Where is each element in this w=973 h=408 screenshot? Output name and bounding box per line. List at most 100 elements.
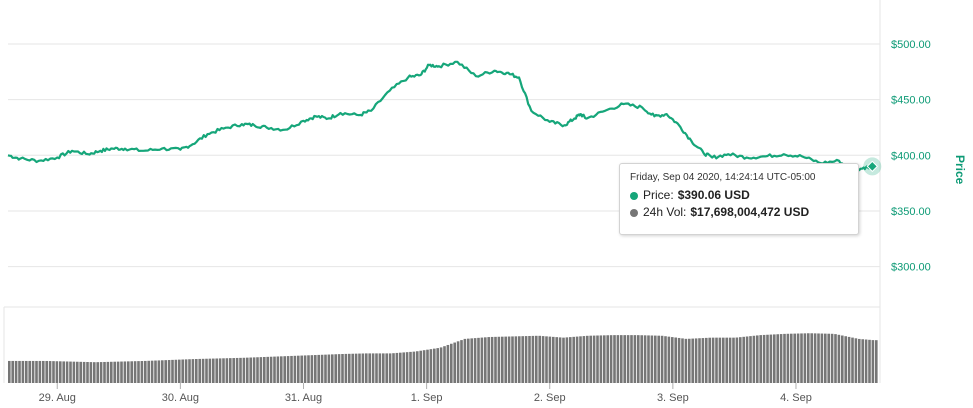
volume-bar (320, 354, 324, 383)
volume-bar (518, 336, 521, 383)
volume-bar (708, 337, 711, 383)
volume-bar (813, 333, 817, 383)
volume-bar (844, 336, 847, 383)
volume-bar (450, 343, 453, 383)
volume-bar (596, 335, 599, 383)
volume-bar (830, 333, 834, 383)
volume-bars (8, 333, 878, 383)
volume-bar (589, 335, 592, 383)
volume-bar (300, 355, 303, 383)
volume-bar (344, 353, 348, 383)
volume-bar (436, 348, 439, 383)
volume-bar (38, 360, 42, 383)
volume-bar (378, 353, 382, 383)
volume-bar (62, 361, 65, 383)
volume-bar (351, 353, 354, 383)
volume-bar (293, 355, 297, 383)
volume-bar (688, 338, 691, 383)
volume-bar (14, 360, 18, 383)
volume-bar (164, 360, 167, 383)
volume-bar (130, 361, 133, 383)
volume-bar (603, 335, 606, 383)
volume-bar (834, 334, 837, 383)
volume-bar (208, 358, 212, 383)
volume-bar (256, 357, 259, 383)
volume-bar (140, 361, 144, 383)
volume-bar (259, 357, 263, 383)
volume-bar (507, 336, 511, 383)
volume-bar (86, 362, 89, 383)
volume-bar (18, 360, 21, 383)
volume-bar (232, 358, 235, 383)
volume-bar (45, 360, 48, 383)
volume-bar (405, 352, 409, 383)
y-tick-label: $500.00 (891, 39, 931, 51)
volume-bar (851, 337, 854, 383)
volume-bar (667, 336, 671, 383)
x-tick-label: 2. Sep (534, 392, 566, 404)
volume-bar (412, 351, 416, 383)
volume-bar (473, 338, 477, 383)
volume-bar (558, 337, 562, 383)
volume-bar (773, 334, 776, 383)
volume-bar (276, 356, 280, 383)
volume-bar (55, 361, 59, 383)
volume-bar (718, 337, 722, 383)
volume-bar (531, 335, 535, 383)
volume-bar (735, 337, 739, 383)
volume-bar (745, 336, 749, 383)
volume-bar (52, 361, 55, 383)
volume-bar (212, 358, 215, 383)
volume-bar (201, 358, 205, 383)
volume-bar (827, 333, 830, 383)
volume-bar (837, 334, 841, 383)
volume-bar (106, 361, 110, 383)
volume-bar (334, 354, 337, 383)
volume-bar (368, 353, 371, 383)
volume-bar (184, 359, 188, 383)
volume-bar (120, 361, 123, 383)
volume-bar (807, 333, 810, 383)
volume-bar (419, 350, 422, 383)
volume-bar (8, 360, 11, 383)
volume-bar (225, 358, 229, 383)
volume-bar (484, 337, 487, 383)
y-axis-label: Price (953, 155, 967, 185)
volume-bar (575, 336, 579, 383)
volume-bar (871, 340, 875, 383)
volume-bar (358, 353, 361, 383)
volume-bar (671, 337, 674, 383)
volume-bar (246, 357, 249, 383)
volume-bar (793, 333, 796, 383)
volume-bar (409, 351, 412, 383)
volume-bar (426, 349, 429, 383)
volume-bar (375, 353, 378, 383)
volume-bar (847, 336, 851, 383)
volume-bar (766, 334, 769, 383)
volume-bar (569, 337, 572, 383)
volume-bar (443, 346, 446, 383)
volume-bar (824, 333, 827, 383)
volume-bar (732, 337, 735, 383)
volume-bar (317, 354, 320, 383)
volume-bar (65, 361, 69, 383)
volume-bar (841, 335, 844, 383)
volume-bar (739, 337, 742, 383)
volume-bar (103, 361, 106, 383)
volume-bar (650, 335, 654, 383)
volume-bar (854, 338, 858, 383)
volume-bar (565, 337, 569, 383)
volume-bar (643, 335, 647, 383)
volume-bar (796, 333, 800, 383)
volume-bar (776, 334, 779, 383)
tooltip-price-row: Price: $390.06 USD (630, 187, 858, 204)
volume-bar (762, 334, 766, 383)
volume-bar (96, 362, 99, 383)
volume-bar (572, 336, 575, 383)
volume-bar (371, 353, 375, 383)
volume-bar (711, 337, 715, 383)
volume-bar (552, 336, 555, 383)
volume-bar (511, 336, 514, 383)
volume-bar (133, 361, 137, 383)
